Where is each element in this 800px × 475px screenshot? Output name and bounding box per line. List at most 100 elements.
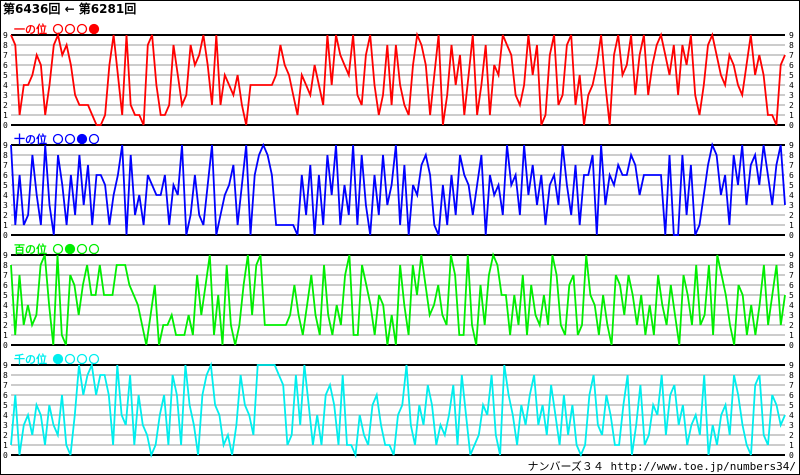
y-tick-label-left: 9 [3,141,8,150]
y-tick-label-right: 5 [789,181,794,190]
digit-marker-icon [52,23,64,35]
digit-marker-icon [88,23,100,35]
y-tick-label-right: 1 [789,331,794,340]
digit-marker-icon [88,353,100,365]
page-title: 第6436回 ← 第6281回 [3,2,137,16]
series-line [10,252,786,346]
y-tick-label-right: 8 [789,371,794,380]
y-tick-label-right: 8 [789,41,794,50]
digit-marker-icon [52,243,64,255]
digit-marker-icon [76,23,88,35]
y-tick-label-left: 4 [3,301,8,310]
y-tick-label-right: 9 [789,251,794,260]
y-tick-label-left: 0 [3,451,8,460]
digit-marker-icon [76,133,88,145]
y-tick-label-left: 4 [3,191,8,200]
y-tick-label-left: 5 [3,71,8,80]
y-tick-label-right: 2 [789,211,794,220]
y-tick-label-right: 0 [789,341,794,350]
y-tick-label-left: 4 [3,411,8,420]
y-tick-label-left: 9 [3,251,8,260]
y-tick-label-right: 3 [789,421,794,430]
series-line [10,142,786,236]
series-line [10,361,786,459]
y-tick-label-left: 3 [3,311,8,320]
y-tick-label-left: 1 [3,111,8,120]
y-tick-label-right: 4 [789,411,794,420]
digit-marker-icon [52,133,64,145]
y-tick-label-right: 5 [789,71,794,80]
y-tick-label-right: 6 [789,281,794,290]
y-tick-label-right: 6 [789,61,794,70]
y-tick-label-right: 9 [789,361,794,370]
y-tick-label-left: 5 [3,401,8,410]
y-tick-label-left: 6 [3,391,8,400]
y-tick-label-right: 2 [789,101,794,110]
y-tick-label-left: 2 [3,321,8,330]
digit-marker-icon [88,243,100,255]
y-tick-label-right: 1 [789,111,794,120]
y-tick-label-left: 8 [3,151,8,160]
y-tick-label-right: 5 [789,401,794,410]
y-tick-label-right: 0 [789,121,794,130]
digit-marker-icon [64,23,76,35]
y-tick-label-left: 1 [3,441,8,450]
y-tick-label-left: 8 [3,41,8,50]
y-tick-label-right: 0 [789,451,794,460]
series-label: 一の位 [14,22,47,36]
footer-credit: ナンバーズ３４ http://www.toe.jp/numbers34/ [527,460,796,473]
digit-marker-icon [76,353,88,365]
digit-marker-icon [64,243,76,255]
y-tick-label-left: 6 [3,171,8,180]
y-tick-label-left: 3 [3,91,8,100]
y-tick-label-left: 2 [3,431,8,440]
y-tick-label-left: 5 [3,181,8,190]
y-tick-label-right: 6 [789,171,794,180]
y-tick-label-left: 9 [3,361,8,370]
y-tick-label-right: 4 [789,81,794,90]
y-tick-label-left: 7 [3,381,8,390]
y-tick-label-right: 2 [789,431,794,440]
series-label: 十の位 [14,132,47,146]
y-tick-label-left: 8 [3,371,8,380]
digit-marker-icon [64,353,76,365]
y-tick-label-right: 3 [789,201,794,210]
y-tick-label-left: 9 [3,31,8,40]
y-tick-label-left: 6 [3,281,8,290]
y-tick-label-left: 2 [3,101,8,110]
y-tick-label-right: 4 [789,301,794,310]
y-tick-label-right: 0 [789,231,794,240]
y-tick-label-left: 3 [3,201,8,210]
digit-marker-icon [76,243,88,255]
y-tick-label-left: 1 [3,331,8,340]
digit-marker-icon [52,353,64,365]
y-tick-label-left: 0 [3,231,8,240]
y-tick-label-left: 0 [3,341,8,350]
y-tick-label-right: 7 [789,381,794,390]
y-tick-label-left: 3 [3,421,8,430]
y-tick-label-right: 2 [789,321,794,330]
y-tick-label-left: 0 [3,121,8,130]
y-tick-label-right: 3 [789,91,794,100]
y-tick-label-right: 4 [789,191,794,200]
digit-marker-icon [64,133,76,145]
y-tick-label-left: 6 [3,61,8,70]
y-tick-label-right: 5 [789,291,794,300]
digit-marker-icon [88,133,100,145]
y-tick-label-right: 8 [789,261,794,270]
y-tick-label-right: 3 [789,311,794,320]
y-tick-label-right: 7 [789,271,794,280]
y-tick-label-right: 7 [789,51,794,60]
y-tick-label-left: 5 [3,291,8,300]
y-tick-label-left: 2 [3,211,8,220]
series-label: 百の位 [14,242,47,256]
y-tick-label-right: 1 [789,441,794,450]
series-line [10,31,786,126]
y-tick-label-left: 4 [3,81,8,90]
y-tick-label-left: 7 [3,51,8,60]
y-tick-label-right: 1 [789,221,794,230]
y-tick-label-right: 9 [789,141,794,150]
y-tick-label-right: 9 [789,31,794,40]
y-tick-label-left: 7 [3,271,8,280]
